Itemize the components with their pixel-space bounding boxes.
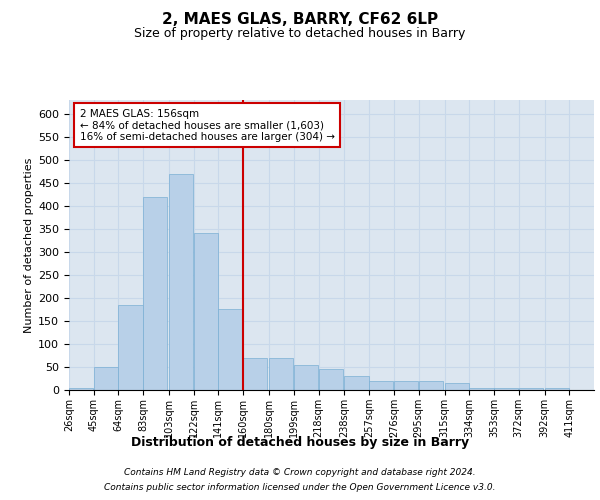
Bar: [344, 376, 369, 390]
Text: 2 MAES GLAS: 156sqm
← 84% of detached houses are smaller (1,603)
16% of semi-det: 2 MAES GLAS: 156sqm ← 84% of detached ho…: [79, 108, 335, 142]
Bar: [269, 358, 293, 390]
Bar: [169, 174, 193, 390]
Bar: [118, 305, 143, 390]
Y-axis label: Number of detached properties: Number of detached properties: [24, 158, 34, 332]
Text: Contains HM Land Registry data © Crown copyright and database right 2024.: Contains HM Land Registry data © Crown c…: [124, 468, 476, 477]
Text: Size of property relative to detached houses in Barry: Size of property relative to detached ho…: [134, 28, 466, 40]
Bar: [369, 381, 394, 390]
Bar: [394, 381, 418, 390]
Bar: [469, 388, 494, 390]
Bar: [419, 381, 443, 390]
Bar: [545, 388, 569, 390]
Bar: [218, 310, 243, 390]
Text: 2, MAES GLAS, BARRY, CF62 6LP: 2, MAES GLAS, BARRY, CF62 6LP: [162, 12, 438, 28]
Text: Contains public sector information licensed under the Open Government Licence v3: Contains public sector information licen…: [104, 483, 496, 492]
Bar: [94, 367, 118, 390]
Bar: [294, 364, 318, 390]
Bar: [445, 383, 469, 390]
Bar: [194, 234, 218, 390]
Bar: [518, 388, 543, 390]
Bar: [494, 388, 518, 390]
Bar: [243, 358, 268, 390]
Bar: [143, 196, 167, 390]
Bar: [319, 370, 343, 390]
Text: Distribution of detached houses by size in Barry: Distribution of detached houses by size …: [131, 436, 469, 449]
Bar: [69, 388, 94, 390]
